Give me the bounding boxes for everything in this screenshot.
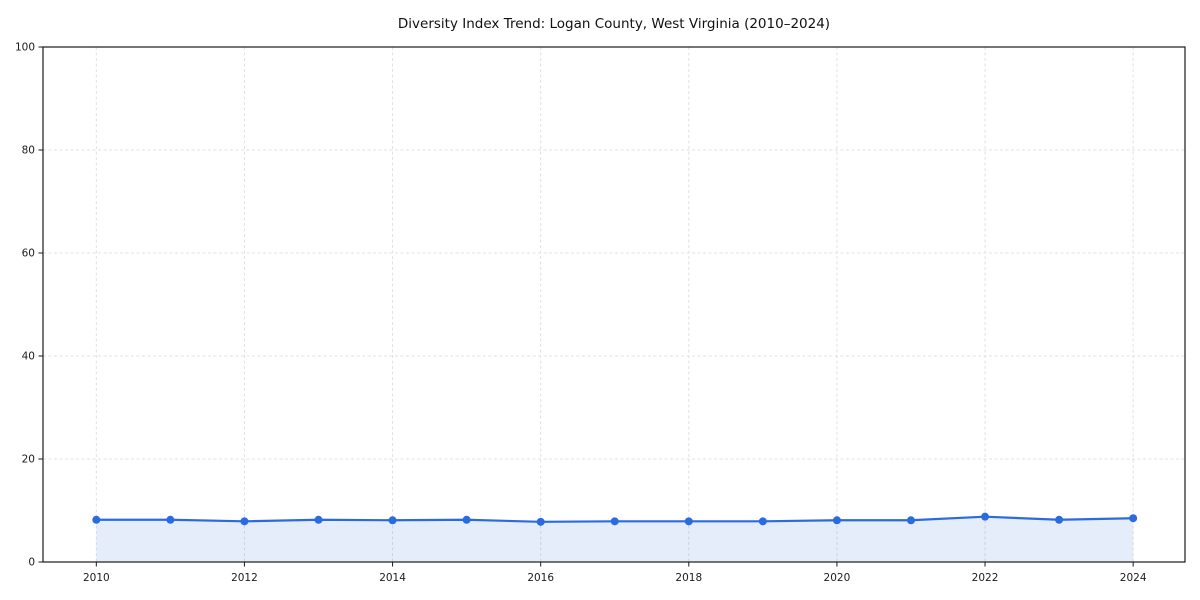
y-tick-label: 20	[22, 454, 35, 466]
y-tick-label: 0	[28, 557, 35, 569]
data-point-2020	[832, 516, 841, 525]
tick-layer: 2010 2012 2014 2016 2018 2020 2022 2024 0 20 40 60 8…	[15, 42, 1147, 585]
data-point-2013	[314, 515, 323, 524]
x-tick-label: 2022	[972, 572, 999, 584]
y-tick-label: 80	[22, 145, 35, 157]
y-tick-label: 60	[22, 248, 35, 260]
data-point-2019	[758, 517, 767, 526]
x-tick-label: 2014	[379, 572, 406, 584]
x-tick-label: 2018	[675, 572, 702, 584]
x-tick-label: 2012	[231, 572, 258, 584]
grid-layer	[43, 46, 1185, 562]
area-fill	[96, 516, 1134, 562]
data-point-2015	[462, 515, 471, 524]
plot-border	[42, 46, 1186, 563]
data-point-2014	[388, 516, 397, 525]
data-point-2023	[1055, 515, 1064, 524]
data-point-2017	[610, 517, 619, 526]
chart-title: Diversity Index Trend: Logan County, Wes…	[398, 16, 830, 32]
x-tick-label: 2016	[527, 572, 554, 584]
data-point-2016	[536, 517, 545, 526]
area-layer	[96, 516, 1134, 562]
data-point-2010	[92, 515, 101, 524]
x-tick-label: 2020	[824, 572, 851, 584]
x-tick-label: 2010	[83, 572, 110, 584]
data-point-2021	[906, 516, 915, 525]
x-tick-label: 2024	[1120, 572, 1147, 584]
data-point-2018	[684, 517, 693, 526]
data-point-2012	[240, 517, 249, 526]
series-layer	[92, 512, 1138, 526]
data-point-2024	[1129, 514, 1138, 523]
data-point-2011	[166, 515, 175, 524]
y-tick-label: 40	[22, 351, 35, 363]
axes-spines	[42, 46, 1186, 563]
y-tick-label: 100	[15, 42, 35, 54]
data-point-2022	[981, 512, 990, 521]
